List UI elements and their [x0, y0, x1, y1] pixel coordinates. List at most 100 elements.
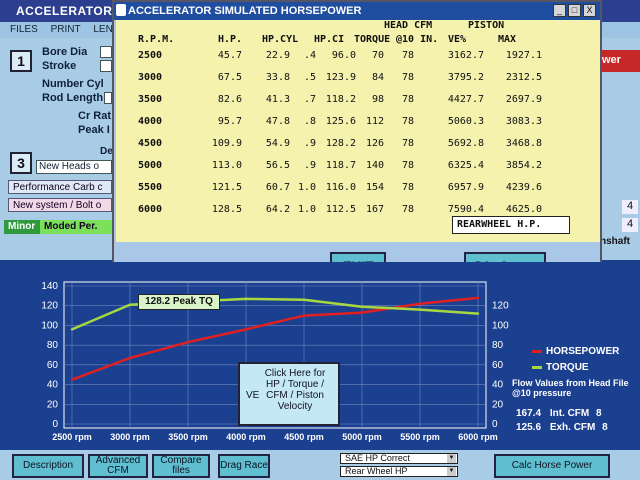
- maximize-button[interactable]: □: [568, 4, 581, 17]
- point-horsepower: [360, 311, 364, 314]
- cell-hpci: 112.5: [325, 204, 356, 215]
- y-tick-label: 60: [47, 360, 59, 371]
- peak-label: Peak I: [78, 124, 110, 136]
- point-horsepower: [128, 356, 132, 360]
- cell-hpcyl2: .9: [303, 160, 316, 171]
- sae-correct-select[interactable]: SAE HP Correct ▼: [340, 453, 458, 464]
- new-system-field[interactable]: New system / Bolt o: [8, 198, 112, 212]
- x-tick-label: 6000 rpm: [458, 432, 498, 442]
- rod-field[interactable]: [104, 92, 112, 104]
- y-tick-label: 0: [52, 419, 58, 430]
- cell-rpm: 4000: [138, 116, 163, 127]
- header-at10: @10 IN.: [396, 34, 439, 45]
- chevron-down-icon[interactable]: ▼: [447, 454, 456, 463]
- cell-hpcyl2: .4: [303, 50, 316, 61]
- exh-cfm-label: Exh. CFM: [549, 422, 596, 433]
- cell-hpci: 116.0: [325, 182, 356, 193]
- compare-files-button[interactable]: Compare files: [152, 454, 210, 478]
- cell-hpci: 118.2: [325, 94, 356, 105]
- advanced-cfm-button[interactable]: Advanced CFM: [88, 454, 148, 478]
- cell-hpcyl: 64.2: [265, 204, 290, 215]
- cell-torque: 70: [371, 50, 384, 61]
- stroke-label: Stroke: [42, 60, 77, 72]
- cell-hpcyl: 60.7: [265, 182, 290, 193]
- cell-ve: 6957.9: [447, 182, 484, 193]
- chevron-down-icon[interactable]: ▼: [447, 467, 456, 476]
- cell-cfm: 78: [401, 138, 414, 149]
- x-tick-label: 5500 rpm: [400, 432, 440, 442]
- cell-hp: 67.5: [217, 72, 242, 83]
- drag-race-button[interactable]: Drag Race: [218, 454, 270, 478]
- cell-max: 1927.1: [505, 50, 542, 61]
- close-button[interactable]: X: [583, 4, 596, 17]
- perf-carb-field[interactable]: Performance Carb c: [8, 180, 112, 194]
- cell-hp: 95.7: [217, 116, 242, 127]
- cell-hpci: 123.9: [325, 72, 356, 83]
- cell-rpm: 4500: [138, 138, 163, 149]
- menu-files[interactable]: FILES: [10, 24, 38, 35]
- sim-window-title: ACCELERATOR SIMULATED HORSEPOWER: [128, 5, 362, 17]
- cell-rpm: 3500: [138, 94, 163, 105]
- cell-cfm: 78: [401, 160, 414, 171]
- int-cfm-value: 167.4: [516, 408, 542, 419]
- point-horsepower: [302, 314, 306, 317]
- minimize-button[interactable]: _: [553, 4, 566, 17]
- camshaft-label[interactable]: nshaft: [600, 236, 630, 247]
- series-line-horsepower: [71, 296, 479, 381]
- description-button[interactable]: Description: [12, 454, 84, 478]
- cell-torque: 167: [365, 204, 384, 215]
- legend-horsepower: HORSEPOWER: [532, 346, 619, 357]
- cell-ve: 5692.8: [447, 138, 484, 149]
- cell-hpci: 125.6: [325, 116, 356, 127]
- point-torque: [244, 297, 248, 301]
- cell-hpci: 128.2: [325, 138, 356, 149]
- moded-badge: Moded Per.: [40, 220, 112, 234]
- cell-hp: 109.9: [211, 138, 242, 149]
- cell-hp: 82.6: [217, 94, 242, 105]
- legend-tq-swatch: [532, 366, 542, 369]
- cell-cfm: 78: [401, 72, 414, 83]
- cell-hpcyl: 33.8: [265, 72, 290, 83]
- cell-max: 4239.6: [505, 182, 542, 193]
- cell-cfm: 78: [401, 50, 414, 61]
- exh-cfm-row: 125.6 Exh. CFM 8: [516, 422, 608, 433]
- y-right-tick-label: 0: [492, 419, 498, 430]
- point-torque: [302, 298, 306, 301]
- cell-hpcyl: 22.9: [265, 50, 290, 61]
- cell-max: 3854.2: [505, 160, 542, 171]
- header-ve: VE%: [448, 34, 467, 45]
- point-torque: [128, 303, 132, 306]
- cell-hpci: 96.0: [331, 50, 356, 61]
- cell-torque: 112: [365, 116, 384, 127]
- bore-field[interactable]: [100, 46, 112, 58]
- calc-horse-power-button[interactable]: Calc Horse Power: [494, 454, 610, 478]
- heads-field[interactable]: New Heads o: [36, 160, 112, 174]
- cell-rpm: 5500: [138, 182, 163, 193]
- menu-leng[interactable]: LENG: [93, 24, 121, 35]
- window-controls: _ □ X: [553, 4, 596, 17]
- stroke-field[interactable]: [100, 60, 112, 72]
- cell-hpcyl: 41.3: [265, 94, 290, 105]
- cell-ve: 5060.3: [447, 116, 484, 127]
- cell-cfm: 78: [401, 94, 414, 105]
- section-1-number: 1: [10, 50, 32, 72]
- main-right-edge: wer 4 4 nshaft: [598, 38, 640, 260]
- int-cfm-label: Int. CFM: [549, 408, 590, 419]
- cell-torque: 84: [371, 72, 384, 83]
- rear-select-value: Rear Wheel HP: [345, 466, 408, 476]
- y-right-tick-label: 60: [492, 360, 504, 371]
- menu-print[interactable]: PRINT: [50, 24, 81, 35]
- cell-cfm: 78: [401, 116, 414, 127]
- app-icon: [116, 4, 126, 16]
- y-right-tick-label: 120: [492, 301, 509, 312]
- chart-callout-button[interactable]: Click Here for HP / Torque / CFM / Pisto…: [238, 362, 340, 426]
- cell-ve: 3162.7: [447, 50, 484, 61]
- rear-wheel-select[interactable]: Rear Wheel HP ▼: [340, 466, 458, 477]
- cell-max: 3083.3: [505, 116, 542, 127]
- y-tick-label: 40: [47, 380, 59, 391]
- x-tick-label: 3500 rpm: [168, 432, 208, 442]
- cell-hpcyl2: .5: [303, 72, 316, 83]
- y-tick-label: 20: [47, 399, 59, 410]
- point-horsepower: [186, 340, 190, 344]
- callout-ve: VE: [246, 390, 260, 401]
